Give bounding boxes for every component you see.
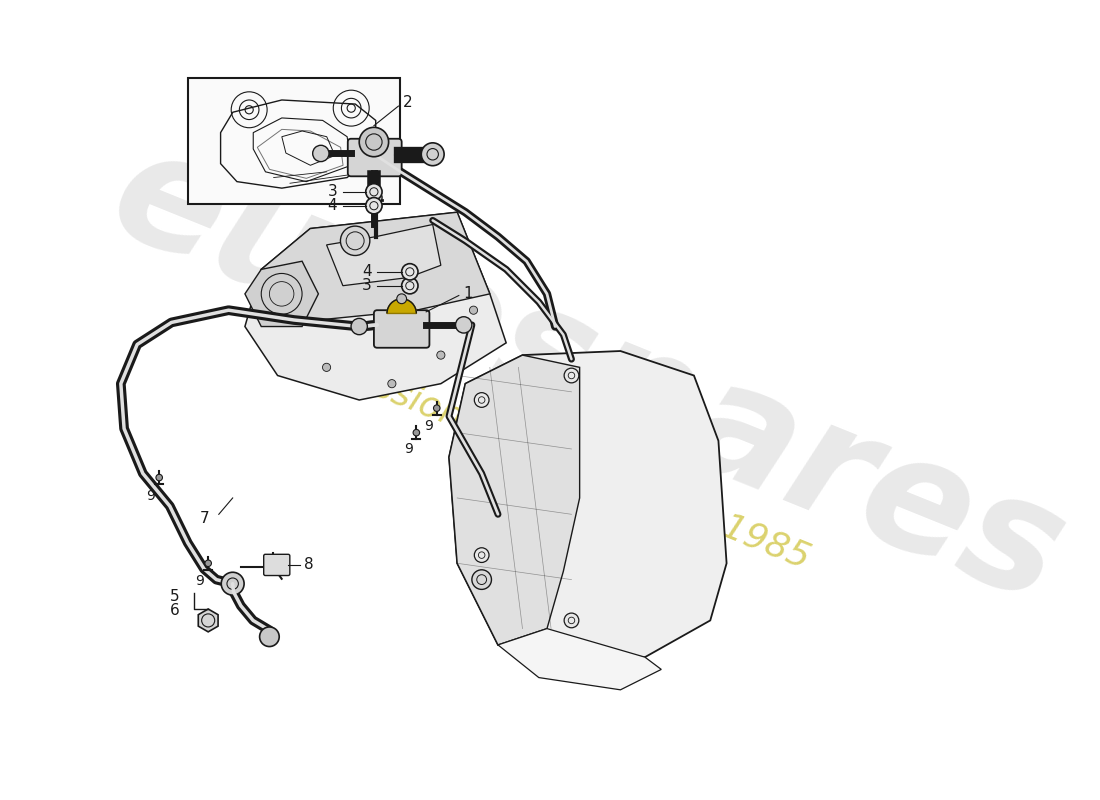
Circle shape [340, 226, 370, 255]
Bar [188, 78, 400, 204]
Text: 9: 9 [425, 419, 433, 433]
Polygon shape [449, 355, 580, 645]
Text: 3: 3 [362, 278, 372, 294]
Circle shape [402, 278, 418, 294]
Circle shape [402, 264, 418, 280]
Circle shape [455, 317, 472, 333]
Polygon shape [498, 629, 661, 690]
Circle shape [421, 143, 444, 166]
Text: 1: 1 [463, 286, 473, 302]
FancyBboxPatch shape [348, 138, 402, 176]
Polygon shape [261, 212, 490, 322]
Circle shape [470, 306, 477, 314]
Circle shape [360, 127, 388, 157]
FancyBboxPatch shape [264, 554, 289, 575]
Circle shape [322, 363, 331, 371]
Text: 9: 9 [196, 574, 205, 588]
Circle shape [368, 191, 382, 204]
Circle shape [397, 294, 407, 304]
Circle shape [388, 379, 396, 388]
Wedge shape [387, 298, 417, 314]
Text: a passion for parts since 1985: a passion for parts since 1985 [296, 339, 815, 575]
Text: 9: 9 [146, 489, 155, 502]
Text: 8: 8 [304, 558, 313, 573]
Circle shape [564, 368, 579, 383]
Circle shape [205, 560, 211, 566]
Polygon shape [327, 225, 441, 286]
Polygon shape [245, 212, 506, 400]
Text: 6: 6 [169, 603, 179, 618]
Text: 7: 7 [199, 511, 209, 526]
Circle shape [414, 430, 419, 436]
Text: eurospares: eurospares [90, 114, 1085, 637]
Circle shape [260, 627, 279, 646]
Circle shape [474, 393, 490, 407]
Polygon shape [245, 262, 318, 326]
Text: 4: 4 [362, 264, 372, 279]
Circle shape [474, 548, 490, 562]
Text: 9: 9 [404, 442, 412, 456]
Text: 4: 4 [328, 198, 338, 213]
Polygon shape [198, 609, 218, 632]
FancyBboxPatch shape [374, 310, 429, 348]
Circle shape [221, 572, 244, 595]
Circle shape [564, 613, 579, 628]
Text: 2: 2 [403, 94, 412, 110]
Circle shape [351, 318, 367, 334]
Circle shape [156, 474, 163, 481]
Circle shape [365, 198, 382, 214]
Circle shape [437, 351, 444, 359]
Circle shape [365, 184, 382, 200]
Circle shape [312, 146, 329, 162]
Text: 5: 5 [170, 590, 179, 604]
Circle shape [433, 405, 440, 411]
Text: 3: 3 [328, 184, 338, 199]
Polygon shape [449, 351, 727, 657]
Circle shape [472, 570, 492, 590]
